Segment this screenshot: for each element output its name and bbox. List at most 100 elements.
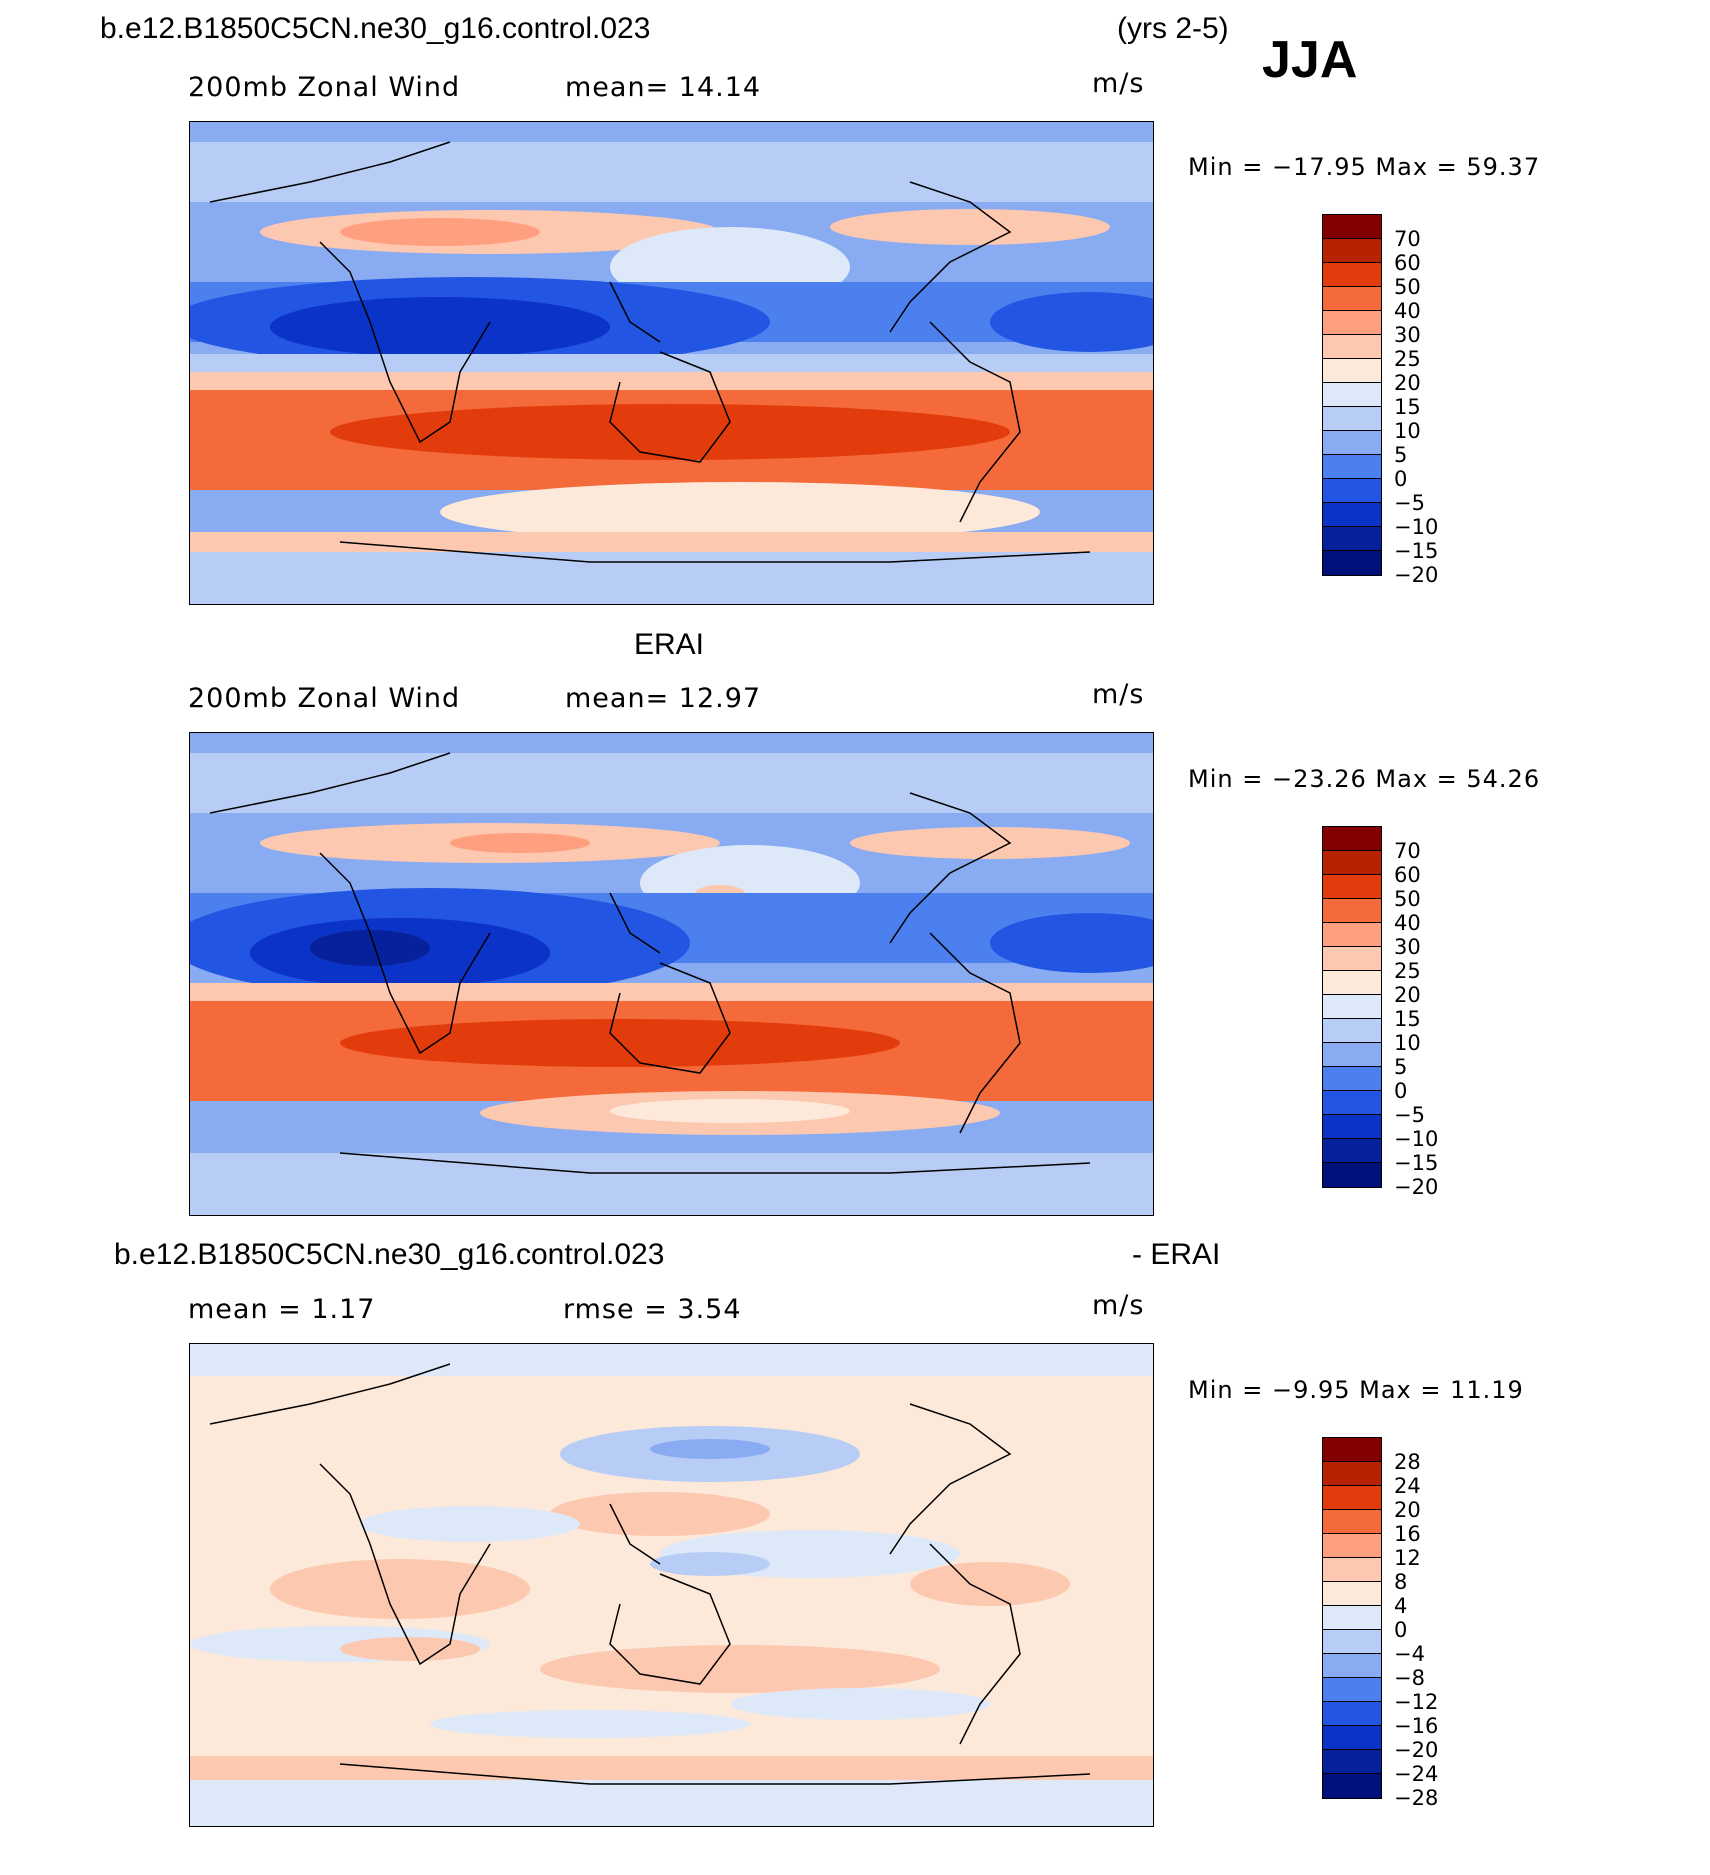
colorbar-tick-label: −20: [1394, 1175, 1439, 1199]
colorbar-tick-label: −15: [1394, 539, 1439, 563]
colorbar-tick-label: 25: [1394, 347, 1421, 371]
panel1-minmax: Min = −17.95 Max = 59.37: [1188, 153, 1541, 181]
colorbar-swatch: [1323, 1043, 1381, 1067]
colorbar-tick-label: 30: [1394, 323, 1421, 347]
colorbar-swatch: [1323, 1726, 1381, 1750]
colorbar-swatch: [1323, 335, 1381, 359]
colorbar-tick-label: 60: [1394, 251, 1421, 275]
colorbar-tick-label: −8: [1394, 1666, 1425, 1690]
season-label: JJA: [1262, 31, 1358, 89]
colorbar-tick-label: 50: [1394, 887, 1421, 911]
colorbar-tick-label: 40: [1394, 299, 1421, 323]
colorbar-tick-label: 20: [1394, 983, 1421, 1007]
colorbar-swatch: [1323, 1582, 1381, 1606]
colorbar-swatch: [1323, 1019, 1381, 1043]
colorbar-tick-label: 0: [1394, 1079, 1408, 1103]
colorbar-tick-label: 24: [1394, 1474, 1421, 1498]
colorbar-swatch: [1323, 1630, 1381, 1654]
colorbar-swatch: [1323, 455, 1381, 479]
colorbar-swatch: [1323, 431, 1381, 455]
panel2-minmax: Min = −23.26 Max = 54.26: [1188, 765, 1541, 793]
panel2-units: m/s: [1092, 679, 1145, 710]
colorbar-tick-label: 60: [1394, 863, 1421, 887]
panel3-units: m/s: [1092, 1290, 1145, 1321]
panel1-colorbar-labels: 70 60 50 40 30 25 20 15 10 5 0 −5 −10 −15 −20: [1394, 227, 1438, 587]
colorbar-tick-label: −16: [1394, 1714, 1439, 1738]
colorbar-swatch: [1323, 851, 1381, 875]
colorbar-swatch: [1323, 239, 1381, 263]
colorbar-swatch: [1323, 359, 1381, 383]
panel2-variable: 200mb Zonal Wind: [188, 683, 461, 714]
colorbar-swatch: [1323, 1654, 1381, 1678]
panel3-title-right: - ERAI: [1132, 1238, 1221, 1271]
colorbar-swatch: [1323, 947, 1381, 971]
colorbar-tick-label: −20: [1394, 563, 1439, 587]
colorbar-swatch: [1323, 1702, 1381, 1726]
colorbar-swatch: [1323, 503, 1381, 527]
colorbar-tick-label: 20: [1394, 371, 1421, 395]
colorbar-swatch: [1323, 1067, 1381, 1091]
colorbar-tick-label: 40: [1394, 911, 1421, 935]
colorbar-swatch: [1323, 1462, 1381, 1486]
colorbar-tick-label: 70: [1394, 839, 1421, 863]
colorbar-swatch: [1323, 1750, 1381, 1774]
colorbar-tick-label: 70: [1394, 227, 1421, 251]
colorbar-tick-label: 15: [1394, 395, 1421, 419]
colorbar-swatch: [1323, 479, 1381, 503]
colorbar-tick-label: 0: [1394, 467, 1408, 491]
panel3-map: [189, 1343, 1154, 1827]
colorbar-swatch: [1323, 383, 1381, 407]
panel2-colorbar-labels: 70 60 50 40 30 25 20 15 10 5 0 −5 −10 −15 −20: [1394, 839, 1438, 1199]
panel3-rmse: rmse = 3.54: [563, 1294, 742, 1325]
colorbar-tick-label: −15: [1394, 1151, 1439, 1175]
panel3-mean: mean = 1.17: [188, 1294, 376, 1325]
colorbar-swatch: [1323, 407, 1381, 431]
colorbar-tick-label: −10: [1394, 1127, 1439, 1151]
panel2-colorbar: [1322, 826, 1382, 1188]
colorbar-swatch: [1323, 1678, 1381, 1702]
case-title: b.e12.B1850C5CN.ne30_g16.control.023: [100, 12, 651, 45]
years-label: (yrs 2-5): [1117, 12, 1229, 45]
colorbar-tick-label: −20: [1394, 1738, 1439, 1762]
colorbar-swatch: [1323, 995, 1381, 1019]
colorbar-tick-label: 16: [1394, 1522, 1421, 1546]
colorbar-tick-label: 28: [1394, 1450, 1421, 1474]
panel3-colorbar-labels: 28 24 20 16 12 8 4 0 −4 −8 −12 −16 −20 −24 −28: [1394, 1450, 1438, 1810]
colorbar-swatch: [1323, 899, 1381, 923]
colorbar-swatch: [1323, 1163, 1381, 1187]
panel2-title: ERAI: [634, 628, 705, 661]
colorbar-tick-label: 25: [1394, 959, 1421, 983]
colorbar-swatch: [1323, 1486, 1381, 1510]
colorbar-swatch: [1323, 1139, 1381, 1163]
panel2-mean: mean= 12.97: [565, 683, 762, 714]
colorbar-swatch: [1323, 1558, 1381, 1582]
colorbar-tick-label: −10: [1394, 515, 1439, 539]
colorbar-swatch: [1323, 1438, 1381, 1462]
panel1-mean: mean= 14.14: [565, 72, 762, 103]
colorbar-swatch: [1323, 1606, 1381, 1630]
colorbar-tick-label: 10: [1394, 419, 1421, 443]
colorbar-tick-label: −12: [1394, 1690, 1439, 1714]
panel1-variable: 200mb Zonal Wind: [188, 72, 461, 103]
colorbar-tick-label: 20: [1394, 1498, 1421, 1522]
colorbar-swatch: [1323, 287, 1381, 311]
colorbar-tick-label: 5: [1394, 1055, 1408, 1079]
colorbar-tick-label: 5: [1394, 443, 1408, 467]
colorbar-tick-label: 8: [1394, 1570, 1408, 1594]
colorbar-swatch: [1323, 1510, 1381, 1534]
colorbar-swatch: [1323, 923, 1381, 947]
panel1-map: [189, 121, 1154, 605]
colorbar-swatch: [1323, 827, 1381, 851]
colorbar-tick-label: −24: [1394, 1762, 1439, 1786]
colorbar-swatch: [1323, 551, 1381, 575]
colorbar-tick-label: −5: [1394, 1103, 1425, 1127]
colorbar-swatch: [1323, 1774, 1381, 1798]
panel3-colorbar: [1322, 1437, 1382, 1799]
colorbar-swatch: [1323, 1115, 1381, 1139]
panel1-colorbar: [1322, 214, 1382, 576]
colorbar-swatch: [1323, 263, 1381, 287]
colorbar-swatch: [1323, 875, 1381, 899]
colorbar-tick-label: 15: [1394, 1007, 1421, 1031]
colorbar-tick-label: 10: [1394, 1031, 1421, 1055]
colorbar-swatch: [1323, 527, 1381, 551]
